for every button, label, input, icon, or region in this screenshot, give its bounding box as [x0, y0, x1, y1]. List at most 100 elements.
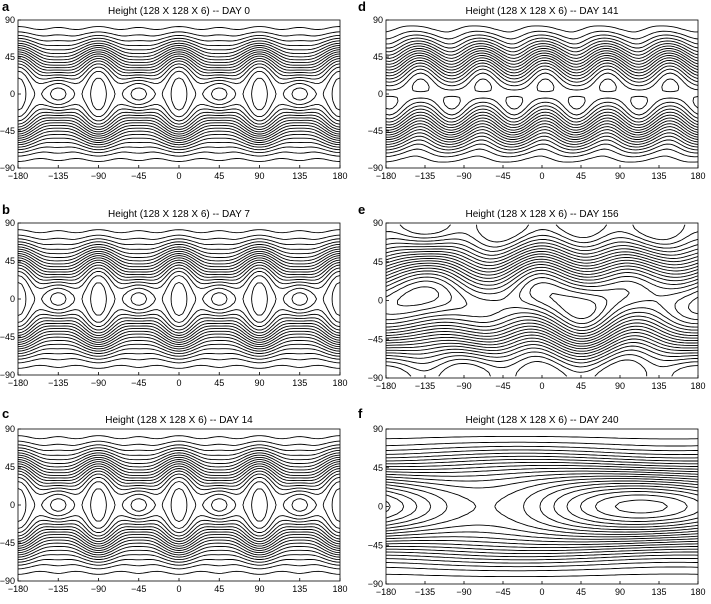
contour-line-3 [18, 241, 340, 357]
x-tick-label: 180 [690, 171, 705, 181]
contour-line-9 [18, 255, 340, 343]
x-tick-label: −135 [48, 584, 68, 594]
x-tick-label: −90 [456, 171, 471, 181]
contour-line-0 [386, 224, 698, 377]
contour-line-2 [18, 444, 340, 566]
contour-line-6 [386, 458, 698, 555]
chart-title: Height (128 X 128 X 6) -- DAY 7 [108, 209, 250, 220]
x-tick-label: 180 [332, 378, 347, 388]
x-tick-label: −90 [91, 171, 106, 181]
contour-line-18 [397, 286, 597, 320]
contour-line-4 [386, 452, 698, 561]
x-tick-label: 0 [539, 587, 544, 597]
contour-line-5 [386, 455, 698, 558]
contour-line-6 [18, 44, 340, 144]
contour-line-14 [18, 63, 340, 125]
x-tick-label: 135 [651, 587, 666, 597]
contour-line-17 [18, 77, 340, 111]
x-tick-label: 180 [332, 171, 347, 181]
y-tick-label: 0 [10, 500, 15, 510]
contour-line-12 [386, 264, 698, 340]
y-tick-label: −90 [368, 373, 383, 383]
y-tick-label: −90 [0, 370, 15, 380]
contour-line-1 [386, 229, 698, 373]
contour-line-14 [386, 480, 698, 533]
contour-line-1 [18, 440, 340, 570]
y-tick-label: 90 [373, 15, 383, 25]
contour-line-16 [18, 275, 340, 323]
x-tick-label: −45 [131, 171, 146, 181]
contour-line-7 [18, 456, 340, 554]
x-tick-label: 90 [615, 587, 625, 597]
contour-line-8 [18, 253, 340, 345]
x-tick-label: 45 [214, 171, 224, 181]
x-tick-label: 45 [576, 587, 586, 597]
contour-line-11 [18, 55, 340, 133]
contour-line-9 [386, 467, 698, 546]
chart-title: Height (128 X 128 X 6) -- DAY 0 [108, 6, 250, 17]
contour-line-3 [386, 449, 698, 564]
y-tick-label: −90 [0, 163, 15, 173]
contour-line-0 [18, 435, 340, 575]
contour-panel-f: f Height (128 X 128 X 6) -- DAY 240 −180 −1… [356, 406, 711, 604]
x-tick-label: 90 [254, 171, 264, 181]
x-tick-label: −45 [495, 171, 510, 181]
x-tick-label: 180 [332, 584, 347, 594]
x-tick-label: 0 [176, 378, 181, 388]
y-tick-label: −45 [0, 126, 15, 136]
contour-line-0 [18, 229, 340, 369]
contour-line-0 [386, 25, 698, 163]
contour-line-2 [18, 34, 340, 154]
contour-line-15 [18, 66, 340, 122]
contour-line-13 [18, 60, 340, 128]
contour-line-16 [386, 485, 698, 528]
y-tick-label: −45 [0, 538, 15, 548]
contour-line-15 [386, 482, 698, 531]
x-tick-label: 90 [615, 171, 625, 181]
chart-title: Height (128 X 128 X 6) -- DAY 240 [465, 415, 618, 426]
x-tick-label: 45 [214, 378, 224, 388]
contour-line-4 [18, 449, 340, 561]
x-tick-label: 135 [651, 171, 666, 181]
x-tick-label: 135 [292, 378, 307, 388]
contour-chart-svg: e Height (128 X 128 X 6) -- DAY 156 −180 −1… [358, 202, 706, 391]
contour-line-0 [18, 26, 340, 162]
plot-frame [17, 222, 341, 376]
contour-line-16 [386, 72, 698, 116]
contour-line-12 [18, 57, 340, 131]
contour-line-10 [18, 463, 340, 547]
contour-line-9 [386, 256, 698, 347]
contour-line-15 [18, 476, 340, 534]
contour-panel-d: d Height (128 X 128 X 6) -- DAY 141 −180 −1… [356, 0, 711, 188]
plot-frame [17, 19, 341, 169]
contour-line-3 [386, 238, 698, 364]
contour-line-17 [386, 488, 698, 525]
contour-line-5 [386, 43, 698, 145]
contour-line-4 [386, 242, 698, 361]
x-tick-label: −180 [8, 378, 28, 388]
contour-line-1 [386, 30, 698, 158]
contour-line-5 [18, 452, 340, 558]
contour-line-20 [614, 499, 668, 514]
contour-line-8 [18, 49, 340, 139]
y-tick-label: 45 [373, 257, 383, 267]
chart-title: Height (128 X 128 X 6) -- DAY 14 [105, 415, 253, 426]
contour-line-7 [386, 250, 698, 352]
contour-line-3 [18, 37, 340, 151]
contour-line-6 [386, 248, 698, 355]
y-tick-label: −45 [368, 540, 383, 550]
contour-line-13 [18, 470, 340, 540]
x-tick-label: 90 [254, 378, 264, 388]
contour-chart-svg: b Height (128 X 128 X 6) -- DAY 7 −180 −135… [0, 202, 348, 388]
y-tick-label: 45 [373, 463, 383, 473]
y-tick-label: 90 [373, 218, 383, 228]
y-tick-label: 90 [373, 424, 383, 434]
contour-line-17 [18, 487, 340, 523]
panel-letter: d [358, 0, 366, 14]
x-tick-label: −45 [131, 584, 146, 594]
contour-line-5 [18, 42, 340, 146]
contour-line-13 [386, 478, 698, 535]
contour-line-7 [18, 250, 340, 348]
x-tick-label: −45 [495, 587, 510, 597]
x-tick-label: −180 [376, 171, 396, 181]
